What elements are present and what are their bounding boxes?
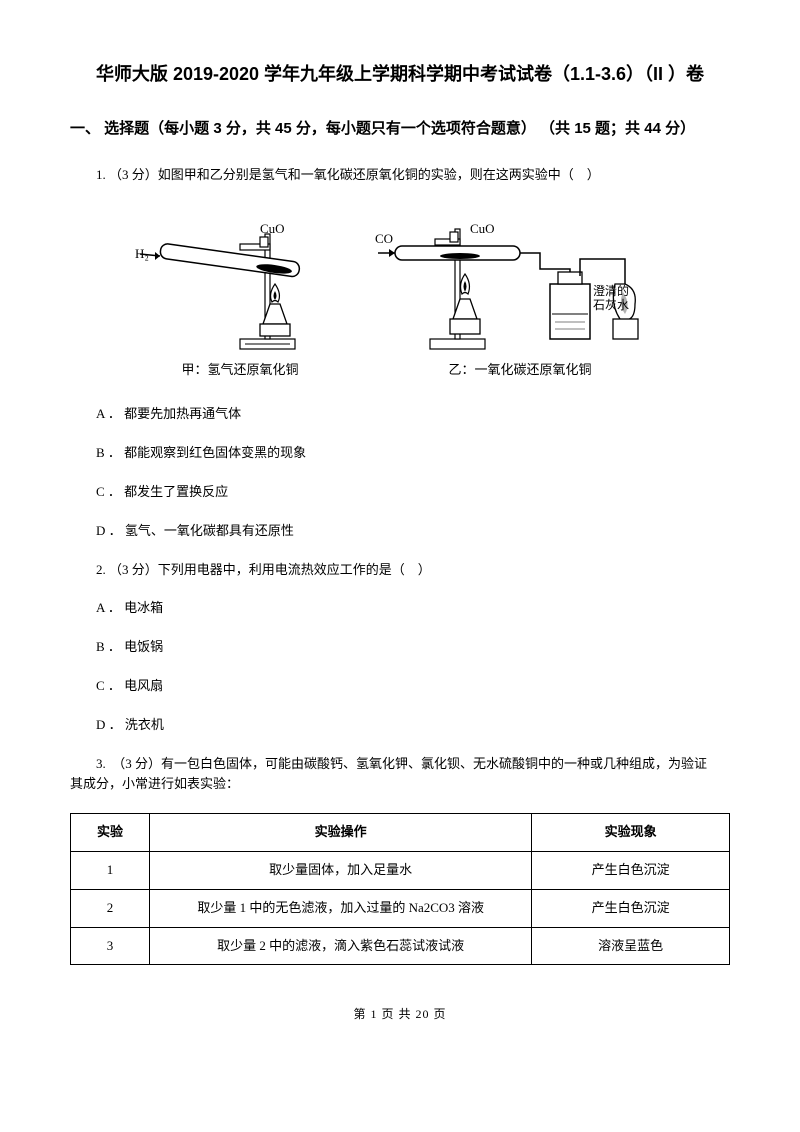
label-limewater: 澄清的 石灰水 bbox=[593, 284, 629, 313]
cell: 3 bbox=[71, 927, 150, 965]
q1-stem: 1. （3 分）如图甲和乙分别是氢气和一氧化碳还原氧化铜的实验，则在这两实验中（… bbox=[70, 165, 730, 186]
q1-opt-b: B ． 都能观察到红色固体变黑的现象 bbox=[70, 443, 730, 464]
experiment-table: 实验 实验操作 实验现象 1 取少量固体，加入足量水 产生白色沉淀 2 取少量 … bbox=[70, 813, 730, 965]
q1-opt-d: D ． 氢气、一氧化碳都具有还原性 bbox=[70, 521, 730, 542]
figure-a: H₂ CuO 甲：氢气还原氧化铜 bbox=[135, 204, 345, 381]
figure-b-caption: 乙：一氧化碳还原氧化铜 bbox=[375, 360, 665, 381]
th-exp: 实验 bbox=[71, 814, 150, 852]
q2-opt-a: A ． 电冰箱 bbox=[70, 598, 730, 619]
page-footer: 第 1 页 共 20 页 bbox=[70, 1005, 730, 1024]
cell: 取少量 1 中的无色滤液，加入过量的 Na2CO3 溶液 bbox=[150, 889, 532, 927]
apparatus-a-svg bbox=[135, 204, 345, 354]
label-cuo-b: CuO bbox=[470, 219, 495, 240]
table-row: 2 取少量 1 中的无色滤液，加入过量的 Na2CO3 溶液 产生白色沉淀 bbox=[71, 889, 730, 927]
page-title: 华师大版 2019-2020 学年九年级上学期科学期中考试试卷（1.1-3.6）… bbox=[70, 60, 730, 89]
q1-figures: H₂ CuO 甲：氢气还原氧化铜 bbox=[70, 204, 730, 381]
cell: 取少量固体，加入足量水 bbox=[150, 851, 532, 889]
q3-stem-line2: 其成分，小常进行如表实验： bbox=[70, 774, 730, 795]
th-phen: 实验现象 bbox=[532, 814, 730, 852]
q1-opt-c: C ． 都发生了置换反应 bbox=[70, 482, 730, 503]
cell: 产生白色沉淀 bbox=[532, 889, 730, 927]
q2-opt-b: B ． 电饭锅 bbox=[70, 637, 730, 658]
q2-opt-d: D ． 洗衣机 bbox=[70, 715, 730, 736]
table-row: 实验 实验操作 实验现象 bbox=[71, 814, 730, 852]
th-op: 实验操作 bbox=[150, 814, 532, 852]
apparatus-b-svg bbox=[375, 204, 665, 354]
section-heading: 一、 选择题（每小题 3 分，共 45 分，每小题只有一个选项符合题意） （共 … bbox=[70, 117, 730, 141]
label-h2: H₂ bbox=[135, 244, 149, 265]
q3-stem-line1: 3. （3 分）有一包白色固体，可能由碳酸钙、氢氧化钾、氯化钡、无水硫酸铜中的一… bbox=[70, 754, 730, 775]
figure-b: CO CuO 澄清的 石灰水 乙：一氧化碳还原氧化铜 bbox=[375, 204, 665, 381]
q2-opt-c: C ． 电风扇 bbox=[70, 676, 730, 697]
cell: 2 bbox=[71, 889, 150, 927]
label-co: CO bbox=[375, 229, 393, 250]
table-row: 1 取少量固体，加入足量水 产生白色沉淀 bbox=[71, 851, 730, 889]
cell: 溶液呈蓝色 bbox=[532, 927, 730, 965]
q1-opt-a: A ． 都要先加热再通气体 bbox=[70, 404, 730, 425]
cell: 取少量 2 中的滤液，滴入紫色石蕊试液试液 bbox=[150, 927, 532, 965]
label-cuo-a: CuO bbox=[260, 219, 285, 240]
table-row: 3 取少量 2 中的滤液，滴入紫色石蕊试液试液 溶液呈蓝色 bbox=[71, 927, 730, 965]
q2-stem: 2. （3 分）下列用电器中，利用电流热效应工作的是（ ） bbox=[70, 560, 730, 581]
cell: 产生白色沉淀 bbox=[532, 851, 730, 889]
cell: 1 bbox=[71, 851, 150, 889]
figure-a-caption: 甲：氢气还原氧化铜 bbox=[135, 360, 345, 381]
